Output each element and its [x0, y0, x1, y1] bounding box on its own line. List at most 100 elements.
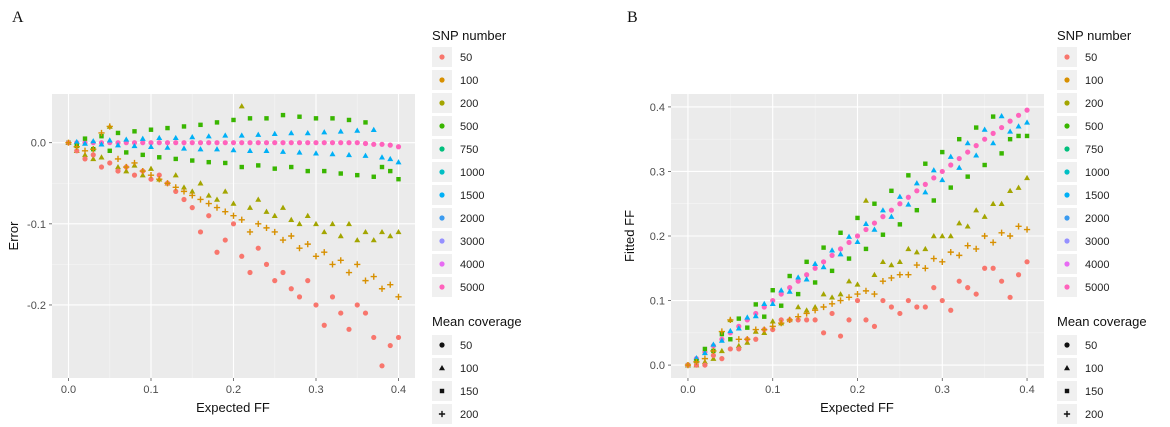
panel-a-legend-color-label: 4000	[460, 259, 484, 271]
panel-b-legend-color-swatch	[1064, 54, 1069, 59]
panel-a-data-point	[141, 153, 145, 157]
panel-a-data-point	[388, 169, 392, 173]
panel-b-data-point	[948, 162, 953, 167]
panel-b-data-point	[889, 208, 894, 213]
panel-a-data-point	[223, 161, 227, 165]
panel-a-data-point	[338, 310, 343, 315]
panel-a-data-point	[198, 140, 203, 145]
panel-a-data-point	[280, 270, 285, 275]
panel-a-data-point	[239, 254, 244, 259]
panel-b-data-point	[728, 346, 733, 351]
panel-b-data-point	[838, 333, 843, 338]
panel-b-data-point	[974, 125, 978, 129]
panel-a-data-point	[289, 286, 294, 291]
panel-b-x-tick-label: 0.1	[765, 384, 780, 396]
panel-b-data-point	[982, 137, 987, 142]
panel-b-y-tick-label: 0.4	[650, 102, 665, 114]
panel-a-x-tick-label: 0.1	[143, 384, 158, 396]
panel-b-data-point	[846, 317, 851, 322]
panel-a-data-point	[149, 127, 153, 131]
panel-b-legend-shape-swatch	[1064, 342, 1069, 347]
panel-b-data-point	[737, 316, 741, 320]
panel-b-legend-color-swatch	[1064, 100, 1069, 105]
panel-a-data-point	[91, 152, 96, 157]
panel-b-legend-shape-title: Mean coverage	[1057, 314, 1147, 329]
panel-b-data-point	[897, 201, 902, 206]
panel-a-data-point	[330, 116, 334, 120]
panel-a-data-point	[223, 140, 228, 145]
panel-a-legend-color-swatch	[439, 54, 444, 59]
panel-b-legend-color-label: 500	[1085, 121, 1103, 133]
panel-a-data-point	[165, 126, 169, 130]
panel-a-data-point	[380, 165, 384, 169]
panel-a-data-point	[157, 140, 162, 145]
panel-a-data-point	[314, 116, 318, 120]
panel-b-data-point	[796, 292, 800, 296]
panel-b-data-point	[864, 247, 868, 251]
panel-a-data-point	[330, 294, 335, 299]
panel-b-legend-color-title: SNP number	[1057, 28, 1132, 43]
panel-a-data-point	[289, 165, 293, 169]
panel-b-data-point	[999, 279, 1004, 284]
panel-a-data-point	[355, 140, 360, 145]
panel-b-data-point	[889, 189, 893, 193]
panel-a-data-point	[198, 229, 203, 234]
panel-b-legend-color-label: 200	[1085, 98, 1103, 110]
panel-b: B 0.0 0.1 0.2 0.3 0.40.00.10.20.30.4 Expecte…	[622, 9, 1044, 415]
panel-a-data-point	[256, 246, 261, 251]
panel-a-data-point	[247, 270, 252, 275]
panel-a-legend-shape-label: 50	[460, 340, 472, 352]
panel-b-data-point	[1016, 134, 1020, 138]
panel-b-data-point	[949, 185, 953, 189]
panel-a-data-point	[115, 168, 120, 173]
panel-a-data-point	[157, 155, 161, 159]
panel-b-x-axis-title: Expected FF	[820, 400, 894, 415]
panel-b-data-point	[880, 214, 885, 219]
panel-a-data-point	[379, 142, 384, 147]
panel-a-data-point	[190, 205, 195, 210]
panel-a-legend-shape-swatch	[439, 342, 444, 347]
panel-a-legend-color-swatch	[439, 192, 444, 197]
panel-a-data-point	[272, 140, 277, 145]
panel-b-legend-color-label: 100	[1085, 75, 1103, 87]
panel-a-data-point	[231, 221, 236, 226]
panel-b-data-point	[906, 173, 910, 177]
panel-b-data-point	[804, 317, 809, 322]
panel-b-data-point	[906, 298, 911, 303]
panel-b-data-point	[881, 232, 885, 236]
panel-a-data-point	[173, 140, 178, 145]
panel-b-data-point	[872, 220, 877, 225]
panel-a-legend-shape-label: 150	[460, 386, 478, 398]
panel-a-data-point	[207, 160, 211, 164]
panel-b-data-point	[999, 125, 1004, 130]
panel-b-data-point	[813, 280, 817, 284]
panel-a-legend-color-label: 3000	[460, 236, 484, 248]
panel-b-legend-color-swatch	[1064, 192, 1069, 197]
panel-b-data-point	[1024, 108, 1029, 113]
panel-b-data-point	[931, 285, 936, 290]
panel-b-data-point	[1016, 113, 1021, 118]
panel-b-data-point	[847, 256, 851, 260]
panel-a-data-point	[339, 171, 343, 175]
panel-a-data-point	[396, 177, 400, 181]
panel-b-data-point	[753, 337, 758, 342]
panel-b-data-point	[923, 161, 927, 165]
panel-b-legend: SNP number 50100200500750100015002000300…	[1057, 28, 1147, 424]
panel-b-data-point	[829, 253, 834, 258]
panel-b-legend-shape-keys: 50100150200	[1057, 335, 1103, 424]
panel-a-data-point	[396, 144, 401, 149]
panel-b-data-point	[931, 175, 936, 180]
panel-b-data-point	[898, 222, 902, 226]
panel-b-data-point	[915, 208, 919, 212]
panel-a-data-point	[346, 140, 351, 145]
panel-a-data-point	[371, 335, 376, 340]
panel-b-data-point	[863, 227, 868, 232]
panel-b-data-point	[804, 260, 808, 264]
panel-a-legend-color-label: 100	[460, 75, 478, 87]
panel-a-data-point	[305, 278, 310, 283]
panel-b-data-point	[846, 240, 851, 245]
panel-b-data-point	[703, 347, 707, 351]
panel-b-data-point	[1016, 272, 1021, 277]
panel-a-data-point	[297, 115, 301, 119]
